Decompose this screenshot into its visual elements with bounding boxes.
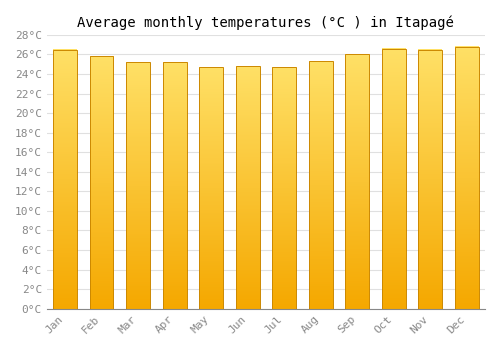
- Bar: [200, 67, 223, 309]
- Bar: [126, 62, 150, 309]
- Bar: [54, 49, 77, 309]
- Bar: [382, 49, 406, 309]
- Bar: [455, 47, 478, 309]
- Title: Average monthly temperatures (°C ) in Itapagé: Average monthly temperatures (°C ) in It…: [78, 15, 454, 29]
- Bar: [236, 66, 260, 309]
- Bar: [163, 62, 186, 309]
- Bar: [90, 56, 114, 309]
- Bar: [418, 49, 442, 309]
- Bar: [272, 67, 296, 309]
- Bar: [309, 61, 332, 309]
- Bar: [346, 54, 369, 309]
